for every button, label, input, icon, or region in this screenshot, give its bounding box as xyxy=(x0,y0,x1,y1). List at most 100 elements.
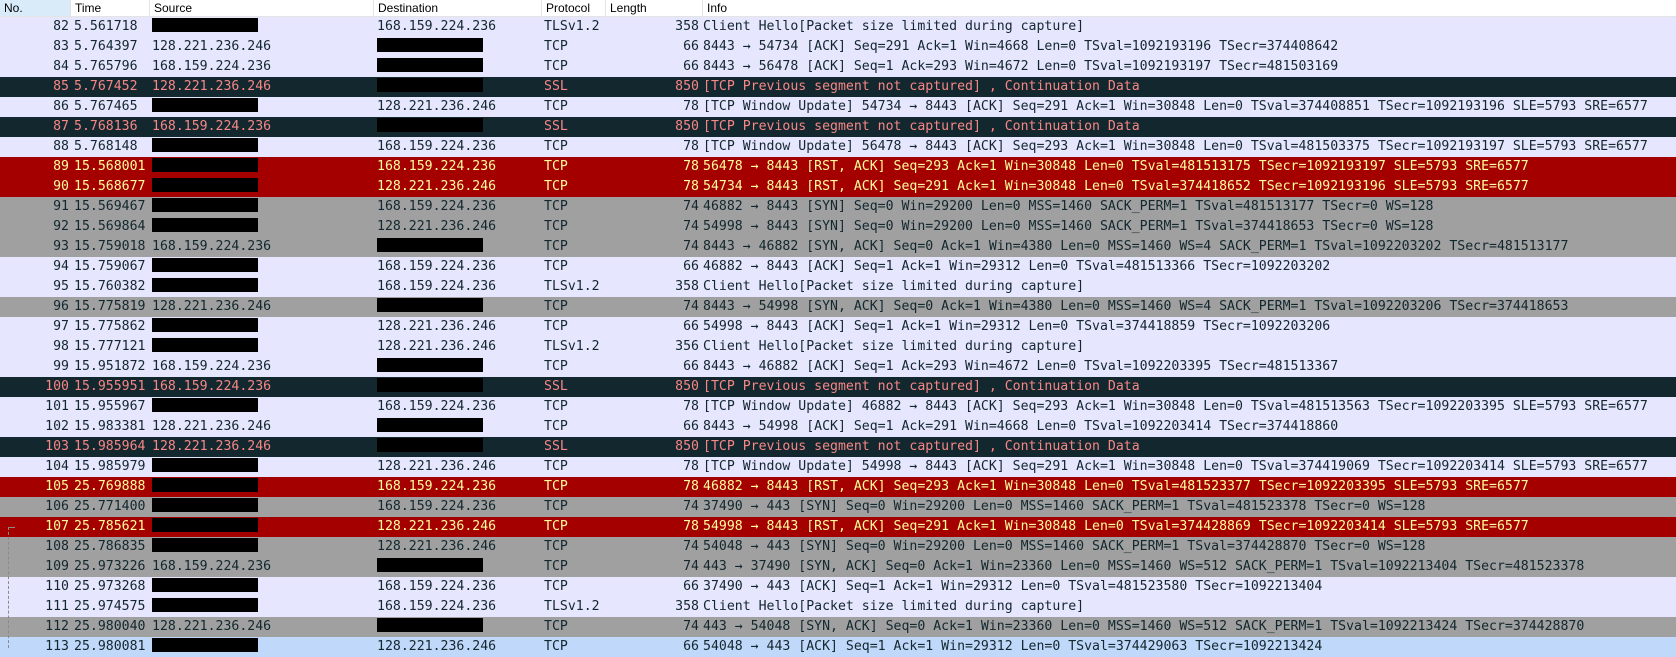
column-header-time[interactable]: Time xyxy=(71,0,150,16)
packet-row-82[interactable]: 82 5.561718 168.159.224.236 TLSv1.2 358 Clien… xyxy=(0,17,1676,37)
packet-time: 15.568677 xyxy=(74,179,146,194)
packet-source: 168.159.224.236 xyxy=(152,239,272,254)
packet-row-96[interactable]: 96 15.775819 128.221.236.246 TCP 74 8443 → 54… xyxy=(0,297,1676,317)
packet-info: 37490 → 443 [SYN] Seq=0 Win=29200 Len=0 … xyxy=(703,499,1426,514)
packet-row-98[interactable]: 98 15.777121 128.221.236.246 TLSv1.2 356 Clie… xyxy=(0,337,1676,357)
packet-no: 105 xyxy=(45,479,69,494)
packet-destination: 168.159.224.236 xyxy=(377,499,497,514)
packet-no: 107 xyxy=(45,519,69,534)
packet-no: 90 xyxy=(53,179,69,194)
packet-row-111[interactable]: 111 25.974575 168.159.224.236 TLSv1.2 358 Cli… xyxy=(0,597,1676,617)
packet-info: [TCP Previous segment not captured] , Co… xyxy=(703,119,1140,134)
packet-row-103[interactable]: 103 15.985964 128.221.236.246 SSL 850 [TCP Pr… xyxy=(0,437,1676,457)
redaction-box xyxy=(152,538,258,552)
packet-time: 5.767465 xyxy=(74,99,138,114)
redaction-box xyxy=(377,438,483,452)
packet-protocol: TCP xyxy=(544,219,568,234)
packet-time: 25.786835 xyxy=(74,539,146,554)
packet-no: 89 xyxy=(53,159,69,174)
column-header-destination[interactable]: Destination xyxy=(374,0,542,16)
packet-row-84[interactable]: 84 5.765796 168.159.224.236 TCP 66 8443 → 564… xyxy=(0,57,1676,77)
column-header-no[interactable]: No. xyxy=(0,0,71,16)
source-redacted xyxy=(152,337,372,357)
packet-row-100[interactable]: 100 15.955951 168.159.224.236 SSL 850 [TCP Pr… xyxy=(0,377,1676,397)
packet-destination: 128.221.236.246 xyxy=(377,539,497,554)
packet-protocol: TCP xyxy=(544,39,568,54)
packet-protocol: TCP xyxy=(544,199,568,214)
packet-row-87[interactable]: 87 5.768136 168.159.224.236 SSL 850 [TCP Prev… xyxy=(0,117,1676,137)
packet-row-107[interactable]: 107 25.785621 128.221.236.246 TCP 78 54998 → … xyxy=(0,517,1676,537)
packet-row-112[interactable]: 112 25.980040 128.221.236.246 TCP 74 443 → 54… xyxy=(0,617,1676,637)
column-header-length[interactable]: Length xyxy=(606,0,703,16)
packet-row-113[interactable]: 113 25.980081 128.221.236.246 TCP 66 54048 → … xyxy=(0,637,1676,657)
packet-row-94[interactable]: 94 15.759067 168.159.224.236 TCP 66 46882 → 8… xyxy=(0,257,1676,277)
packet-row-97[interactable]: 97 15.775862 128.221.236.246 TCP 66 54998 → 8… xyxy=(0,317,1676,337)
packet-row-105[interactable]: 105 25.769888 168.159.224.236 TCP 78 46882 → … xyxy=(0,477,1676,497)
packet-row-93[interactable]: 93 15.759018 168.159.224.236 TCP 74 8443 → 46… xyxy=(0,237,1676,257)
packet-row-91[interactable]: 91 15.569467 168.159.224.236 TCP 74 46882 → 8… xyxy=(0,197,1676,217)
packet-row-90[interactable]: 90 15.568677 128.221.236.246 TCP 78 54734 → 8… xyxy=(0,177,1676,197)
packet-no: 82 xyxy=(53,19,69,34)
packet-info: 46882 → 8443 [ACK] Seq=1 Ack=1 Win=29312… xyxy=(703,259,1331,274)
packet-row-92[interactable]: 92 15.569864 128.221.236.246 TCP 74 54998 → 8… xyxy=(0,217,1676,237)
packet-length: 78 xyxy=(683,459,699,474)
column-header-info[interactable]: Info xyxy=(707,1,728,15)
packet-no: 91 xyxy=(53,199,69,214)
packet-row-86[interactable]: 86 5.767465 128.221.236.246 TCP 78 [TCP Windo… xyxy=(0,97,1676,117)
packet-info: [TCP Previous segment not captured] , Co… xyxy=(703,379,1140,394)
packet-info: 54734 → 8443 [RST, ACK] Seq=291 Ack=1 Wi… xyxy=(703,179,1529,194)
packet-protocol: SSL xyxy=(544,79,568,94)
packet-row-85[interactable]: 85 5.767452 128.221.236.246 SSL 850 [TCP Prev… xyxy=(0,77,1676,97)
source-redacted xyxy=(152,137,372,157)
packet-no: 87 xyxy=(53,119,69,134)
packet-row-109[interactable]: 109 25.973226 168.159.224.236 TCP 74 443 → 37… xyxy=(0,557,1676,577)
packet-time: 15.759067 xyxy=(74,259,146,274)
packet-info: [TCP Window Update] 56478 → 8443 [ACK] S… xyxy=(703,139,1648,154)
packet-info: 8443 → 56478 [ACK] Seq=1 Ack=293 Win=467… xyxy=(703,59,1339,74)
packet-no: 103 xyxy=(45,439,69,454)
packet-row-101[interactable]: 101 15.955967 168.159.224.236 TCP 78 [TCP Win… xyxy=(0,397,1676,417)
column-header-protocol[interactable]: Protocol xyxy=(542,0,606,16)
packet-source: 128.221.236.246 xyxy=(152,419,272,434)
packet-length: 356 xyxy=(675,339,699,354)
source-redacted xyxy=(152,17,372,37)
packet-time: 15.760382 xyxy=(74,279,146,294)
packet-row-108[interactable]: 108 25.786835 128.221.236.246 TCP 74 54048 → … xyxy=(0,537,1676,557)
packet-row-95[interactable]: 95 15.760382 168.159.224.236 TLSv1.2 358 Clie… xyxy=(0,277,1676,297)
packet-no: 108 xyxy=(45,539,69,554)
packet-info: 8443 → 54998 [SYN, ACK] Seq=0 Ack=1 Win=… xyxy=(703,299,1569,314)
packet-protocol: TCP xyxy=(544,319,568,334)
packet-row-104[interactable]: 104 15.985979 128.221.236.246 TCP 78 [TCP Win… xyxy=(0,457,1676,477)
packet-row-83[interactable]: 83 5.764397 128.221.236.246 TCP 66 8443 → 547… xyxy=(0,37,1676,57)
redaction-box xyxy=(152,338,258,352)
packet-length: 358 xyxy=(675,19,699,34)
packet-destination: 168.159.224.236 xyxy=(377,399,497,414)
packet-row-99[interactable]: 99 15.951872 168.159.224.236 TCP 66 8443 → 46… xyxy=(0,357,1676,377)
packet-length: 78 xyxy=(683,139,699,154)
redaction-box xyxy=(377,298,483,312)
packet-source: 168.159.224.236 xyxy=(152,359,272,374)
packet-row-106[interactable]: 106 25.771400 168.159.224.236 TCP 74 37490 → … xyxy=(0,497,1676,517)
redaction-box xyxy=(377,38,483,52)
packet-protocol: TLSv1.2 xyxy=(544,339,600,354)
packet-row-89[interactable]: 89 15.568001 168.159.224.236 TCP 78 56478 → 8… xyxy=(0,157,1676,177)
packet-info: 37490 → 443 [ACK] Seq=1 Ack=1 Win=29312 … xyxy=(703,579,1323,594)
packet-protocol: TCP xyxy=(544,159,568,174)
packet-row-110[interactable]: 110 25.973268 168.159.224.236 TCP 66 37490 → … xyxy=(0,577,1676,597)
packet-length: 66 xyxy=(683,639,699,654)
packet-source: 128.221.236.246 xyxy=(152,619,272,634)
packet-length: 66 xyxy=(683,59,699,74)
packet-time: 15.569864 xyxy=(74,219,146,234)
packet-destination: 128.221.236.246 xyxy=(377,319,497,334)
packet-no: 86 xyxy=(53,99,69,114)
packet-protocol: TCP xyxy=(544,139,568,154)
column-header-source[interactable]: Source xyxy=(150,0,374,16)
packet-time: 15.775819 xyxy=(74,299,146,314)
packet-time: 25.973226 xyxy=(74,559,146,574)
packet-no: 83 xyxy=(53,39,69,54)
packet-row-88[interactable]: 88 5.768148 168.159.224.236 TCP 78 [TCP Windo… xyxy=(0,137,1676,157)
packet-protocol: SSL xyxy=(544,379,568,394)
redaction-box xyxy=(152,278,258,292)
destination-redacted xyxy=(377,617,540,637)
packet-row-102[interactable]: 102 15.983381 128.221.236.246 TCP 66 8443 → 5… xyxy=(0,417,1676,437)
